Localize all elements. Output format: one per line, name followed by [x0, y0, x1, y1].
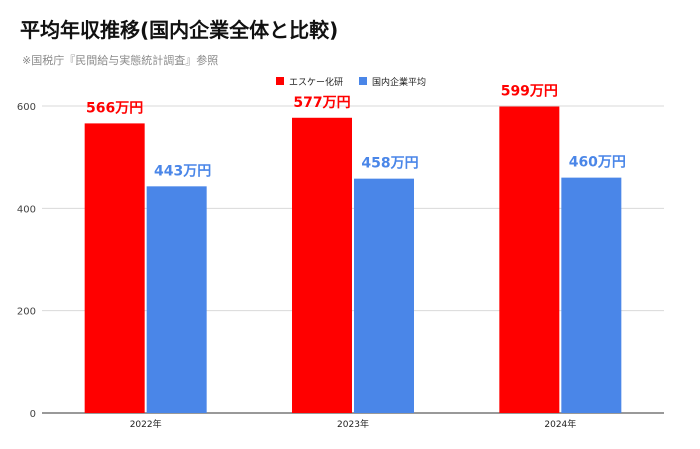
chart-title: 平均年収推移(国内企業全体と比較) — [20, 18, 339, 42]
bar-national-average — [561, 177, 622, 413]
y-tick-label: 600 — [17, 102, 36, 113]
chart-subtitle: ※国税庁『民間給与実態統計調査』参照 — [22, 54, 219, 67]
bar-company — [84, 123, 145, 413]
bar-national-average — [146, 186, 207, 413]
legend-swatch — [359, 77, 367, 85]
data-label: 566万円 — [86, 100, 143, 116]
legend-swatch — [276, 77, 284, 85]
x-tick-label: 2024年 — [544, 418, 576, 430]
bar-company — [292, 117, 352, 413]
data-label: 577万円 — [293, 95, 350, 111]
data-label: 460万円 — [569, 155, 626, 171]
legend-label: 国内企業平均 — [372, 76, 426, 88]
x-tick-label: 2022年 — [130, 418, 162, 430]
legend-label: エスケー化研 — [289, 76, 343, 88]
data-label: 443万円 — [154, 163, 211, 179]
data-label: 458万円 — [361, 156, 418, 172]
data-label: 599万円 — [501, 84, 558, 100]
y-tick-label: 200 — [17, 307, 36, 318]
bar-company — [499, 106, 560, 414]
bar-national-average — [354, 178, 414, 413]
y-tick-label: 0 — [30, 409, 36, 420]
y-tick-label: 400 — [17, 204, 36, 215]
x-tick-label: 2023年 — [337, 418, 369, 430]
